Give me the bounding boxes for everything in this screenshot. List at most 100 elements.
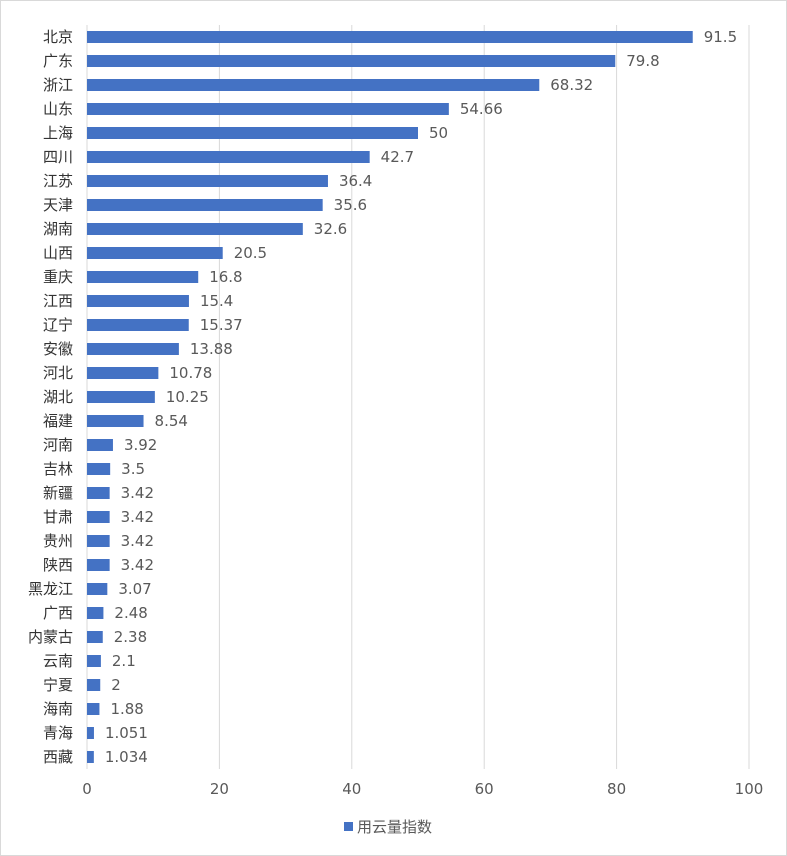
data-label: 13.88 [190, 340, 233, 358]
legend-swatch [344, 822, 353, 831]
x-tick-label: 40 [342, 780, 361, 798]
bar [87, 127, 418, 139]
category-label: 广东 [43, 52, 73, 70]
bar [87, 535, 110, 547]
bars [87, 31, 693, 763]
data-label: 15.37 [200, 316, 243, 334]
gridlines [86, 25, 750, 769]
category-label: 北京 [43, 28, 73, 46]
data-label: 35.6 [334, 196, 367, 214]
data-label: 1.051 [105, 724, 148, 742]
bar [87, 199, 323, 211]
data-label: 3.07 [118, 580, 151, 598]
data-label: 16.8 [209, 268, 242, 286]
category-label: 湖北 [43, 388, 73, 406]
bar [87, 439, 113, 451]
x-tick-label: 80 [607, 780, 626, 798]
x-tick-label: 20 [210, 780, 229, 798]
data-label: 8.54 [155, 412, 188, 430]
category-label: 甘肃 [43, 508, 73, 526]
category-label: 河北 [43, 364, 73, 382]
data-label: 15.4 [200, 292, 233, 310]
category-label: 江西 [43, 292, 73, 310]
bar [87, 583, 108, 595]
data-label: 32.6 [314, 220, 347, 238]
bar [87, 415, 144, 427]
bar [87, 223, 303, 235]
category-label: 海南 [43, 700, 73, 718]
category-label: 湖南 [43, 220, 73, 238]
x-tick-label: 60 [475, 780, 494, 798]
data-label: 2.38 [114, 628, 147, 646]
data-label: 91.5 [704, 28, 737, 46]
data-labels: 91.5 79.8 68.32 54.66 50 42.7 36.4 35.6 32.6 20.5… [105, 28, 737, 766]
bar [87, 295, 189, 307]
data-label: 20.5 [234, 244, 267, 262]
category-label: 河南 [43, 436, 73, 454]
data-label: 42.7 [381, 148, 414, 166]
bar [87, 655, 101, 667]
bar [87, 487, 110, 499]
data-label: 3.92 [124, 436, 157, 454]
bar [87, 751, 94, 763]
category-label: 上海 [43, 124, 73, 142]
bar [87, 679, 101, 691]
bar [87, 511, 110, 523]
category-label: 西藏 [43, 748, 73, 766]
category-label: 新疆 [43, 484, 73, 502]
bar [87, 175, 328, 187]
x-tick-label: 100 [735, 780, 764, 798]
data-label: 2.48 [114, 604, 147, 622]
bar [87, 79, 540, 91]
bar [87, 367, 159, 379]
bar [87, 703, 100, 715]
data-label: 2 [111, 676, 121, 694]
bar [87, 271, 199, 283]
data-label: 2.1 [112, 652, 136, 670]
data-label: 79.8 [626, 52, 659, 70]
bar [87, 103, 449, 115]
data-label: 50 [429, 124, 448, 142]
data-label: 3.5 [121, 460, 145, 478]
legend-label: 用云量指数 [357, 818, 432, 836]
bar [87, 151, 370, 163]
bar [87, 31, 693, 43]
data-label: 54.66 [460, 100, 503, 118]
category-label: 浙江 [43, 76, 73, 94]
bar [87, 727, 94, 739]
bar [87, 607, 104, 619]
category-label: 江苏 [43, 172, 73, 190]
data-label: 1.88 [110, 700, 143, 718]
data-label: 36.4 [339, 172, 372, 190]
category-label: 内蒙古 [28, 628, 73, 646]
legend: 用云量指数 [344, 818, 432, 836]
category-label: 四川 [43, 148, 73, 166]
category-label: 宁夏 [43, 676, 73, 694]
category-label: 广西 [43, 604, 73, 622]
category-label: 重庆 [43, 268, 73, 286]
data-label: 3.42 [121, 508, 154, 526]
bar [87, 247, 223, 259]
category-label: 贵州 [43, 532, 73, 550]
category-label: 辽宁 [43, 316, 73, 334]
category-label: 陕西 [43, 556, 73, 574]
bar [87, 391, 155, 403]
category-label: 天津 [43, 196, 73, 214]
data-label: 3.42 [121, 532, 154, 550]
category-label: 青海 [43, 724, 73, 742]
category-label: 吉林 [43, 460, 73, 478]
category-label: 山西 [43, 244, 73, 262]
data-label: 10.25 [166, 388, 209, 406]
x-tick-label: 0 [82, 780, 92, 798]
category-label: 福建 [43, 412, 73, 430]
bar [87, 463, 111, 475]
data-label: 68.32 [550, 76, 593, 94]
category-label: 云南 [43, 652, 73, 670]
data-label: 3.42 [121, 556, 154, 574]
category-label: 安徽 [43, 340, 73, 358]
bar [87, 319, 189, 331]
data-label: 10.78 [169, 364, 212, 382]
data-label: 3.42 [121, 484, 154, 502]
bar [87, 559, 110, 571]
